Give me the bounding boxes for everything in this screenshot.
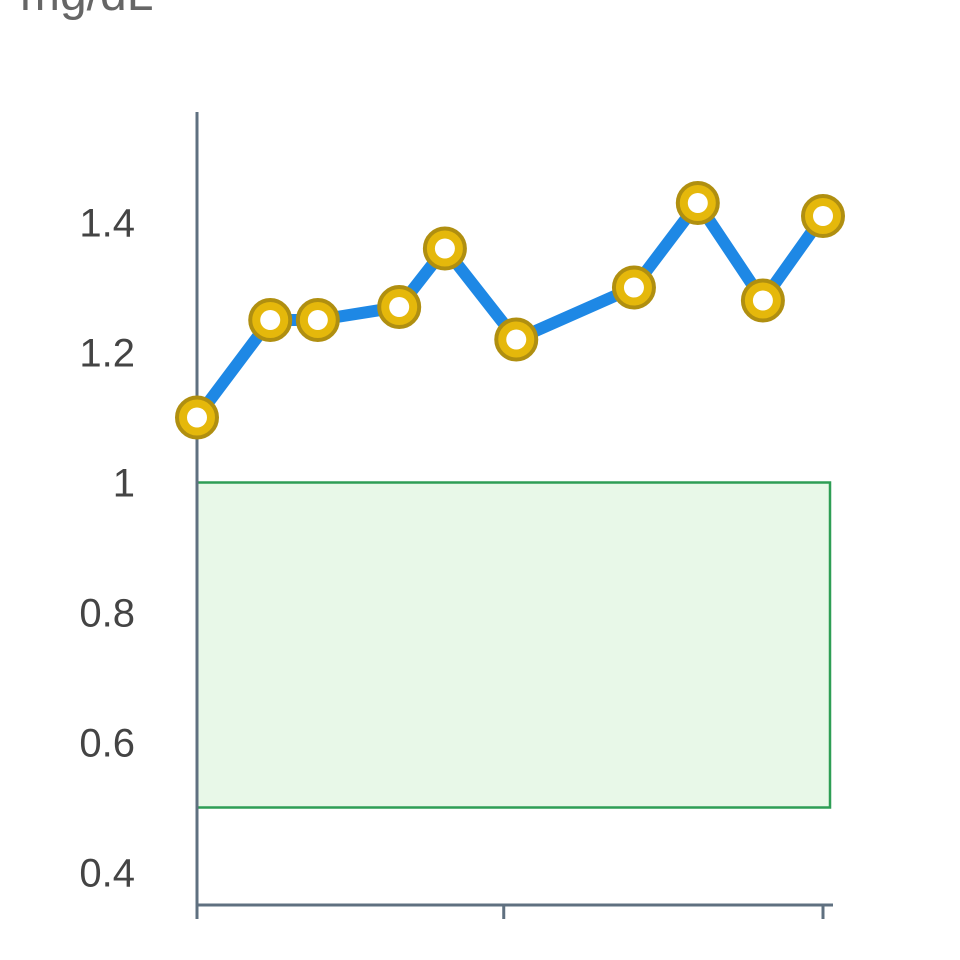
point-center (187, 407, 207, 428)
y-tick-label: 1.4 (79, 202, 135, 246)
point-center (813, 206, 833, 226)
y-tick-label: 0.6 (79, 722, 135, 766)
y-tick-label: 0.8 (79, 592, 135, 636)
point-center (307, 310, 328, 330)
point-center (687, 193, 708, 213)
y-tick-label: 0.4 (79, 852, 135, 896)
line (192, 197, 828, 422)
point-center (752, 290, 773, 311)
y-tick-label: 1 (113, 462, 135, 506)
point-center (260, 310, 281, 330)
y-tick-label: 1.2 (79, 332, 135, 376)
point-center (389, 297, 410, 317)
point-center (434, 238, 455, 259)
point-center (506, 329, 527, 350)
y-axis-unit: mg/dL (20, 0, 153, 21)
normal-range (195, 481, 832, 809)
point-center (623, 277, 644, 298)
